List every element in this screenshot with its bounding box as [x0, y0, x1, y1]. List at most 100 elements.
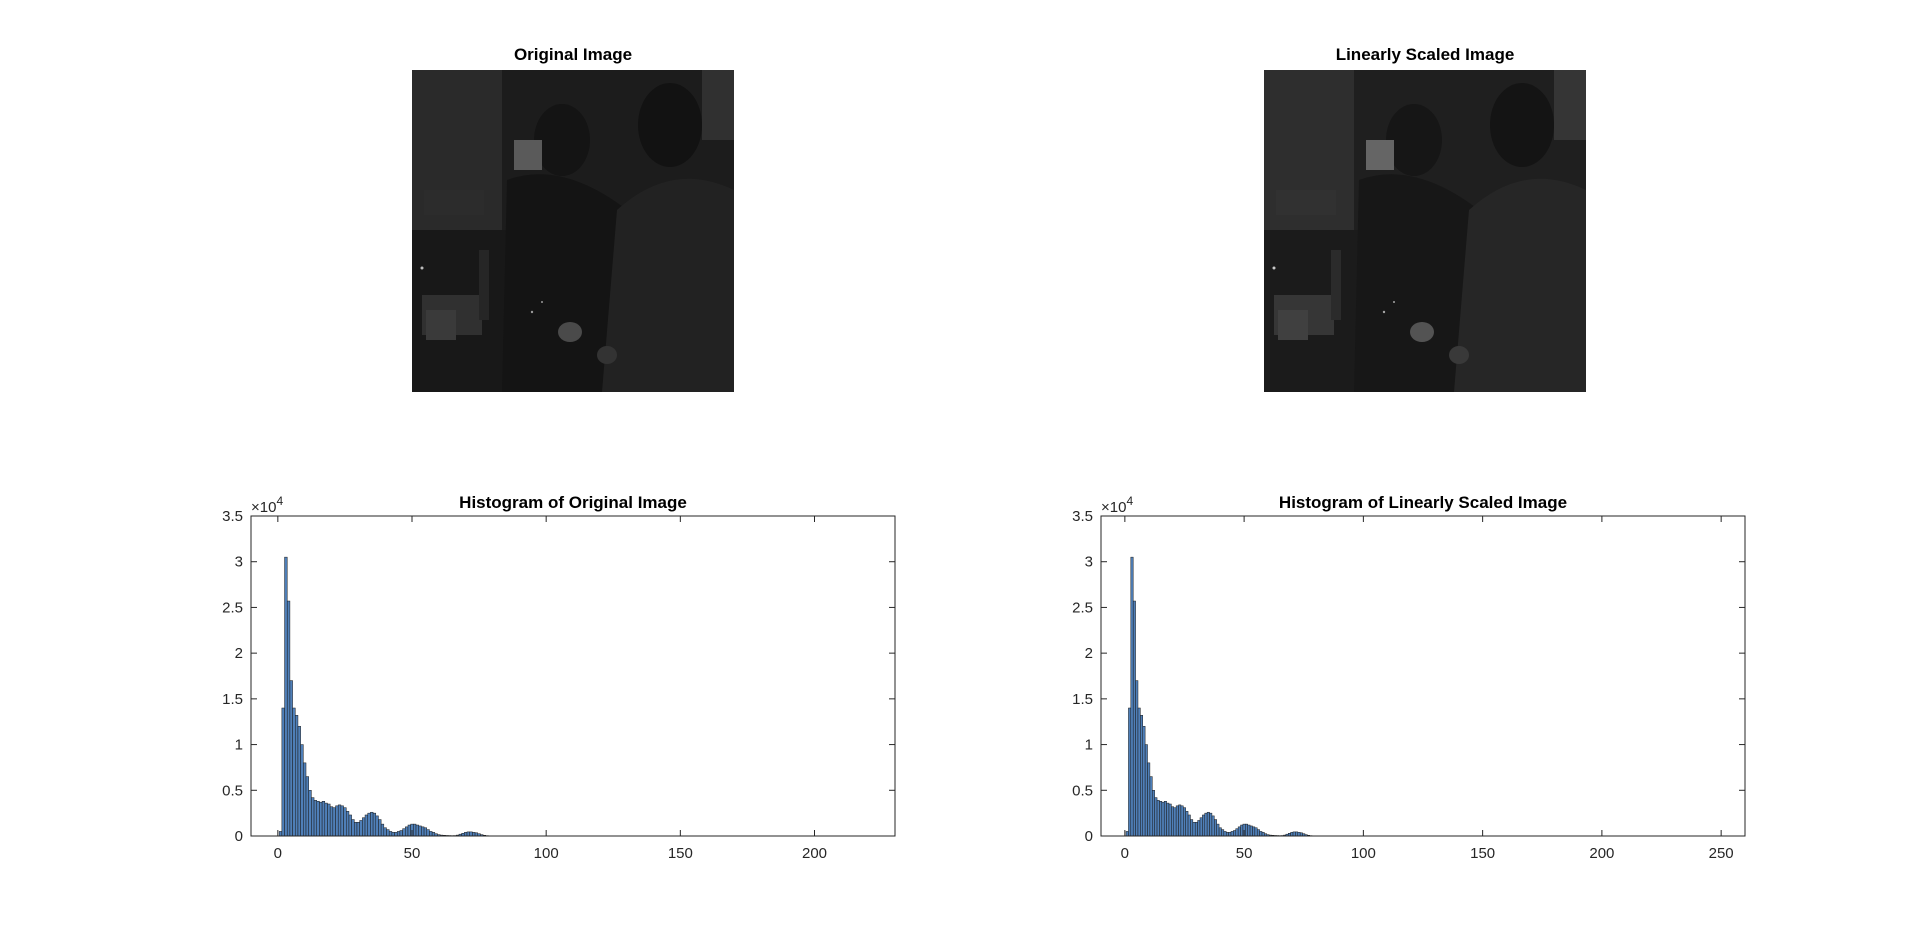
- scaled-histogram-bar: [1223, 831, 1227, 837]
- orig-histogram-bar: [407, 824, 411, 837]
- orig-histogram-bar: [372, 812, 377, 837]
- scaled-histogram-bar: [1190, 819, 1194, 837]
- scaled-histogram-bar: [1183, 807, 1186, 837]
- scaled-histogram-title: Histogram of Linearly Scaled Image: [1279, 493, 1567, 512]
- scaled-histogram-bar: [1128, 707, 1132, 837]
- orig-histogram-bar: [418, 825, 422, 837]
- scaled-histogram-bar: [1180, 805, 1184, 837]
- orig-histogram-bar: [388, 831, 393, 837]
- orig-ytick-label: 0: [235, 828, 243, 845]
- orig-histogram-bar: [378, 819, 382, 837]
- scaled-histogram-bar: [1209, 812, 1213, 837]
- scaled-xtick-label: 200: [1589, 845, 1614, 862]
- scaled-histogram-bar: [1140, 715, 1143, 837]
- orig-histogram-bar: [359, 820, 363, 837]
- orig-xtick-label: 0: [274, 845, 282, 862]
- orig-histogram-bar: [367, 812, 371, 837]
- orig-histogram-bar: [413, 823, 417, 837]
- scaled-histogram-bar: [1194, 822, 1198, 837]
- orig-histogram-bar: [329, 806, 334, 837]
- scaled-histogram-bar: [1185, 811, 1189, 837]
- scaled-ytick-label: 2.5: [1072, 599, 1093, 616]
- orig-histogram-axes: 0 50 100 150 200 0 0.5 1 1.5 2 2.5 3 3.5 ×104 Histogra…: [222, 493, 896, 862]
- scaled-histogram-bar: [1178, 804, 1182, 837]
- scaled-histogram-bar: [1154, 797, 1158, 837]
- scaled-histogram-bar: [1144, 744, 1148, 837]
- orig-histogram-bar: [351, 819, 355, 837]
- original-image-picture: [412, 70, 734, 392]
- scaled-histogram-bar: [1252, 826, 1256, 837]
- scaled-histogram-bar: [1237, 826, 1241, 837]
- orig-histogram-bar: [346, 811, 350, 837]
- original-image: [412, 70, 734, 392]
- scaled-histogram-bar: [1168, 803, 1172, 837]
- orig-xtick-label: 150: [668, 845, 693, 862]
- orig-histogram-bar: [380, 823, 385, 837]
- scaled-histogram-bar: [1125, 831, 1129, 837]
- scaled-image-picture: [1264, 70, 1586, 392]
- orig-histogram-bar: [300, 744, 304, 837]
- scaled-histogram-bar: [1175, 805, 1179, 837]
- orig-axes-box: [250, 515, 896, 837]
- scaled-ytick-label: 1: [1085, 737, 1093, 754]
- orig-histogram-bar: [466, 831, 470, 837]
- scaled-histogram-bar: [1233, 830, 1237, 837]
- scaled-histogram-bar: [1256, 829, 1260, 837]
- scaled-histogram-bar: [1187, 814, 1191, 837]
- scaled-histogram-bar: [1206, 811, 1210, 837]
- orig-histogram-bar: [399, 830, 403, 837]
- orig-histogram-bar: [426, 829, 430, 837]
- orig-ytick-label: 0.5: [222, 782, 243, 799]
- orig-histogram-bar: [386, 829, 390, 837]
- scaled-histogram-bar: [1211, 815, 1215, 837]
- scaled-ytick-label: 1.5: [1072, 691, 1093, 708]
- scaled-histogram-bar: [1235, 828, 1239, 837]
- scaled-histogram-bar: [1161, 801, 1165, 837]
- orig-histogram-bar: [348, 814, 352, 837]
- scaled-histogram-bar: [1292, 831, 1296, 837]
- scaled-xtick-label: 50: [1236, 845, 1253, 862]
- scaled-y-exponent: ×104: [1101, 494, 1133, 516]
- orig-histogram-bar: [354, 822, 358, 837]
- scaled-histogram-bar: [1166, 802, 1170, 837]
- scaled-histogram-bar: [1199, 817, 1203, 837]
- orig-histogram-bar: [469, 831, 473, 837]
- scaled-axes-box: [1100, 515, 1746, 837]
- scaled-histogram-bar: [1230, 831, 1234, 837]
- scaled-histogram-bar: [1152, 790, 1155, 837]
- scaled-histogram-bar: [1221, 829, 1225, 837]
- orig-histogram-bar: [297, 726, 301, 837]
- scaled-ytick-label: 0: [1085, 828, 1093, 845]
- scaled-histogram-axes: 0 50 100 150 200 250 0 0.5 1 1.5 2 2.5 3 3.5 ×104 Histo…: [1072, 493, 1746, 862]
- orig-histogram-bar: [472, 832, 476, 837]
- scaled-histogram-bar: [1218, 827, 1222, 837]
- scaled-xtick-label: 250: [1709, 845, 1734, 862]
- scaled-histogram-bar: [1132, 600, 1136, 837]
- orig-histogram-bar: [421, 826, 425, 837]
- orig-histogram-bar: [343, 807, 347, 837]
- orig-histogram-bar: [311, 797, 315, 837]
- scaled-histogram-bar: [1142, 726, 1146, 837]
- orig-histogram-bar: [324, 802, 328, 837]
- orig-histogram-bar: [402, 828, 406, 837]
- orig-ytick-label: 1.5: [222, 691, 243, 708]
- original-image-title: Original Image: [513, 45, 633, 64]
- orig-histogram-bar: [292, 707, 296, 837]
- scaled-histogram-bar: [1197, 820, 1201, 837]
- scaled-histogram-bar: [1228, 832, 1232, 837]
- orig-histogram-bar: [429, 831, 433, 837]
- orig-ytick-label: 2: [235, 645, 243, 662]
- scaled-xtick-label: 100: [1351, 845, 1376, 862]
- scaled-histogram-bar: [1173, 807, 1177, 837]
- orig-ytick-label: 3.5: [222, 508, 243, 525]
- orig-histogram-bar: [362, 817, 366, 837]
- orig-histogram-bar: [305, 776, 309, 837]
- scaled-histogram-bar: [1137, 707, 1141, 837]
- scaled-ytick-label: 2: [1085, 645, 1093, 662]
- orig-histogram-bar: [340, 805, 344, 837]
- orig-histogram-bar: [405, 826, 409, 837]
- scaled-histogram-bar: [1159, 801, 1163, 837]
- scaled-xtick-label: 0: [1121, 845, 1129, 862]
- orig-histogram-bar: [356, 822, 360, 837]
